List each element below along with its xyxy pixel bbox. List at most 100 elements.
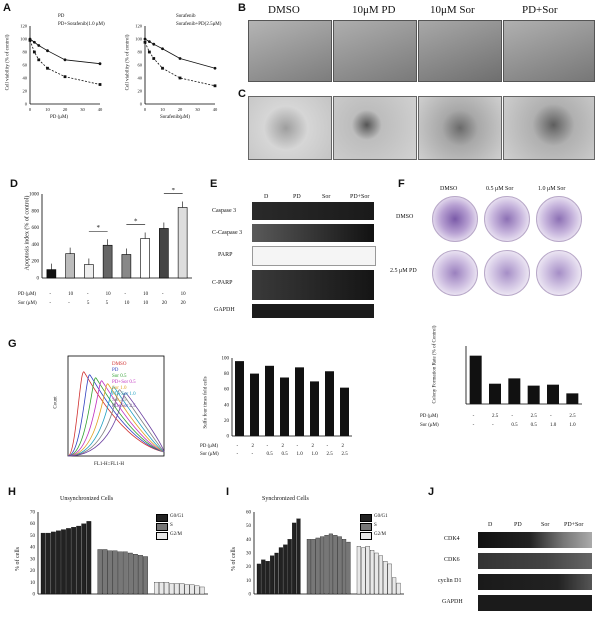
panel-d-pd-value: - bbox=[49, 292, 52, 297]
panel-f-row1-value: 2.5 bbox=[530, 414, 537, 419]
bar bbox=[508, 378, 521, 404]
data-point bbox=[161, 66, 164, 70]
panel-f-col-10sor: 1.0 μM Sor bbox=[538, 186, 566, 192]
panel-h-label: H bbox=[8, 486, 16, 498]
bar bbox=[102, 549, 108, 595]
bar bbox=[278, 547, 283, 595]
y-tick-label: 60 bbox=[30, 522, 36, 527]
data-point bbox=[213, 66, 217, 70]
y-tick-label: 600 bbox=[32, 226, 40, 231]
panel-f-row1-value: - bbox=[550, 414, 552, 419]
y-tick-label: 400 bbox=[32, 243, 40, 248]
y-tick-label: 1000 bbox=[29, 193, 40, 198]
data-point bbox=[63, 58, 67, 62]
data-point bbox=[143, 40, 147, 44]
panel-d-sor-value: 10 bbox=[143, 301, 149, 306]
panel-d-sor-value: 10 bbox=[124, 301, 130, 306]
bar bbox=[174, 583, 180, 595]
panel-d-sor-value: 20 bbox=[161, 301, 167, 306]
panel-f-chart bbox=[465, 346, 582, 405]
bar bbox=[159, 582, 165, 595]
blot-c-parp bbox=[252, 270, 374, 300]
bar bbox=[383, 561, 388, 595]
panel-d-sor-value: 20 bbox=[180, 301, 186, 306]
panel-b-header-dmso: DMSO bbox=[268, 4, 300, 16]
blot-cdk4 bbox=[478, 532, 592, 548]
panel-e-row-ccasp3: C-Caspase 3 bbox=[212, 230, 243, 236]
panel-d-pd-value: - bbox=[161, 292, 164, 297]
panel-f-ylabel: Colony Formation Rate (% of Control) bbox=[432, 325, 438, 404]
sig-star: * bbox=[172, 188, 176, 194]
panel-f-row2-value: - bbox=[472, 423, 475, 428]
panel-f-row2-label: Sor (μM) bbox=[420, 423, 439, 428]
panel-h-chart: 0 10 20 30 40 50 60 70 bbox=[30, 511, 208, 598]
panel-j-header-pd: PD bbox=[514, 522, 522, 528]
data-point bbox=[98, 83, 102, 86]
bar bbox=[143, 556, 148, 595]
panel-f-row2-value: 1.0 bbox=[550, 423, 557, 428]
bar bbox=[235, 361, 244, 436]
panel-d-row-sor-label: Sor (μM) bbox=[18, 301, 37, 306]
bar bbox=[127, 552, 133, 595]
bar bbox=[140, 238, 150, 279]
panel-g-row2-value: - bbox=[251, 452, 254, 457]
y-tick-label: 80 bbox=[138, 50, 143, 55]
blot-caspase3 bbox=[252, 202, 374, 220]
legend-label: G0/G1 bbox=[374, 514, 388, 519]
legend-label: G2/M bbox=[170, 532, 182, 537]
x-tick-label: 20 bbox=[178, 107, 183, 112]
y-tick-label: 100 bbox=[222, 357, 230, 362]
panel-i-chart: 0 10 20 30 40 50 60 bbox=[246, 511, 404, 598]
panel-e-row-cparp: C-PARP bbox=[212, 280, 233, 286]
x-tick-label: 40 bbox=[213, 107, 218, 112]
x-tick-label: 30 bbox=[195, 107, 200, 112]
panel-j-row-cdk4: CDK4 bbox=[444, 536, 460, 542]
panel-g-row1-label: PD (μM) bbox=[200, 444, 219, 449]
panel-g-row1-value: 2 bbox=[251, 444, 255, 449]
y-tick-label: 80 bbox=[224, 372, 230, 377]
bar bbox=[81, 523, 87, 595]
panel-b-header-pdsor: PD+Sor bbox=[522, 4, 558, 16]
y-tick-label: 0 bbox=[37, 277, 40, 282]
panel-g-row2-value: 1.0 bbox=[311, 452, 318, 457]
bar bbox=[356, 546, 361, 595]
y-tick-label: 100 bbox=[20, 37, 28, 42]
bar bbox=[122, 551, 128, 595]
y-tick-label: 40 bbox=[246, 538, 252, 543]
panel-a-right-legend-2: Sorafenib+PD(2.5μM) bbox=[176, 22, 222, 27]
tem-image-pd bbox=[333, 96, 417, 160]
blot-c-caspase3 bbox=[252, 224, 374, 242]
y-tick-label: 60 bbox=[23, 63, 28, 68]
bar bbox=[76, 525, 82, 595]
bar bbox=[261, 559, 266, 595]
panel-a-label: A bbox=[3, 2, 11, 14]
panel-j-row-gapdh: GAPDH bbox=[442, 599, 463, 605]
bar bbox=[325, 371, 334, 436]
panel-e-header-sor: Sor bbox=[322, 194, 331, 200]
y-tick-label: 40 bbox=[30, 546, 36, 551]
panel-f-row2-value: 0.5 bbox=[511, 423, 518, 428]
y-tick-label: 100 bbox=[135, 37, 143, 42]
bar bbox=[292, 522, 297, 595]
bar bbox=[199, 586, 205, 595]
data-point bbox=[213, 84, 217, 88]
y-tick-label: 50 bbox=[30, 534, 36, 539]
panel-f-row1-label: PD (μM) bbox=[420, 414, 439, 419]
panel-g-legend-item: DMSO bbox=[112, 362, 127, 367]
blot-cyclind1 bbox=[478, 574, 592, 590]
bar bbox=[370, 550, 375, 595]
panel-f-row1-value: 2.5 bbox=[492, 414, 499, 419]
panel-g-legend-item: PD+Sor 1.0 bbox=[112, 392, 136, 397]
x-tick-label: 0 bbox=[144, 107, 147, 112]
bar bbox=[40, 532, 46, 595]
panel-g-row1-value: 2 bbox=[311, 444, 315, 449]
tem-image-sor bbox=[418, 96, 502, 160]
panel-a-right-ylabel: Cell viability (% of control) bbox=[125, 34, 131, 91]
panel-a-left-legend-1: PD bbox=[58, 14, 65, 19]
y-tick-label: 0 bbox=[33, 593, 36, 598]
panel-a-left-xlabel: PD (μM) bbox=[50, 115, 69, 120]
colony-dish-6 bbox=[536, 250, 582, 296]
data-point bbox=[32, 40, 36, 44]
panel-d-pd-value: 10 bbox=[68, 292, 74, 297]
